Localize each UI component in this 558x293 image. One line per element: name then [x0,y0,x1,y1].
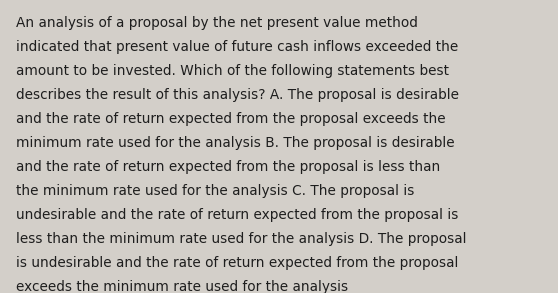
Text: undesirable and the rate of return expected from the proposal is: undesirable and the rate of return expec… [16,208,458,222]
Text: describes the result of this analysis? A. The proposal is desirable: describes the result of this analysis? A… [16,88,459,102]
Text: indicated that present value of future cash inflows exceeded the: indicated that present value of future c… [16,40,458,54]
Text: amount to be invested. Which of the following statements best: amount to be invested. Which of the foll… [16,64,449,78]
Text: the minimum rate used for the analysis C. The proposal is: the minimum rate used for the analysis C… [16,184,414,198]
Text: minimum rate used for the analysis B. The proposal is desirable: minimum rate used for the analysis B. Th… [16,136,454,150]
Text: is undesirable and the rate of return expected from the proposal: is undesirable and the rate of return ex… [16,256,458,270]
Text: and the rate of return expected from the proposal exceeds the: and the rate of return expected from the… [16,112,445,126]
Text: and the rate of return expected from the proposal is less than: and the rate of return expected from the… [16,160,440,174]
Text: less than the minimum rate used for the analysis D. The proposal: less than the minimum rate used for the … [16,232,466,246]
Text: exceeds the minimum rate used for the analysis: exceeds the minimum rate used for the an… [16,280,348,293]
Text: An analysis of a proposal by the net present value method: An analysis of a proposal by the net pre… [16,16,417,30]
